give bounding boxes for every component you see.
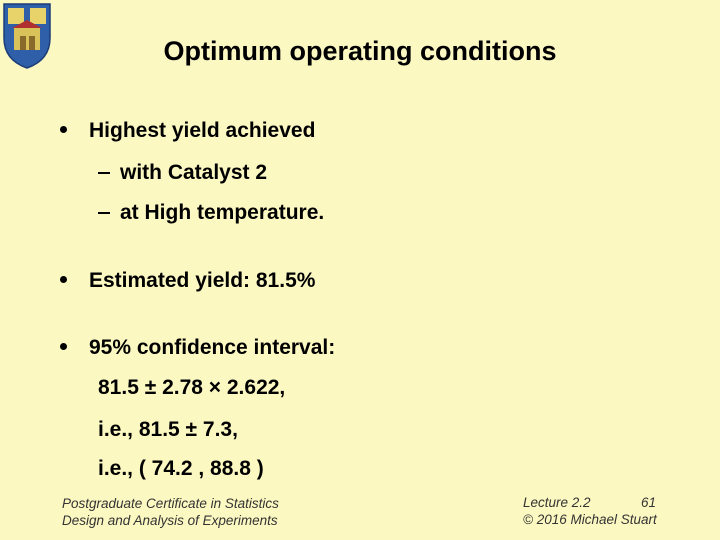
bullet <box>60 126 67 133</box>
bullet <box>60 343 67 350</box>
formula-line: i.e., 81.5 ± 7.3, <box>98 418 238 441</box>
footer-copyright: © 2016 Michael Stuart <box>523 512 657 527</box>
bullet-text: Estimated yield: 81.5% <box>89 269 316 292</box>
bullet <box>60 276 67 283</box>
footer-course: Postgraduate Certificate in Statistics <box>62 496 279 511</box>
bullet-text: Highest yield achieved <box>89 119 316 142</box>
crest <box>3 3 51 69</box>
footer-lecture: Lecture 2.2 <box>523 495 591 510</box>
dash <box>98 172 110 174</box>
bullet-text: 95% confidence interval: <box>89 336 336 359</box>
formula-line: i.e., ( 74.2 , 88.8 ) <box>98 457 264 480</box>
footer-course: Design and Analysis of Experiments <box>62 513 278 528</box>
sub-bullet-text: at High temperature. <box>120 201 325 224</box>
slide-title: Optimum operating conditions <box>163 36 557 66</box>
footer-page-number: 61 <box>641 495 657 510</box>
dash <box>98 212 110 214</box>
formula-line: 81.5 ± 2.78 × 2.622, <box>98 376 286 399</box>
sub-bullet-text: with Catalyst 2 <box>120 161 268 184</box>
